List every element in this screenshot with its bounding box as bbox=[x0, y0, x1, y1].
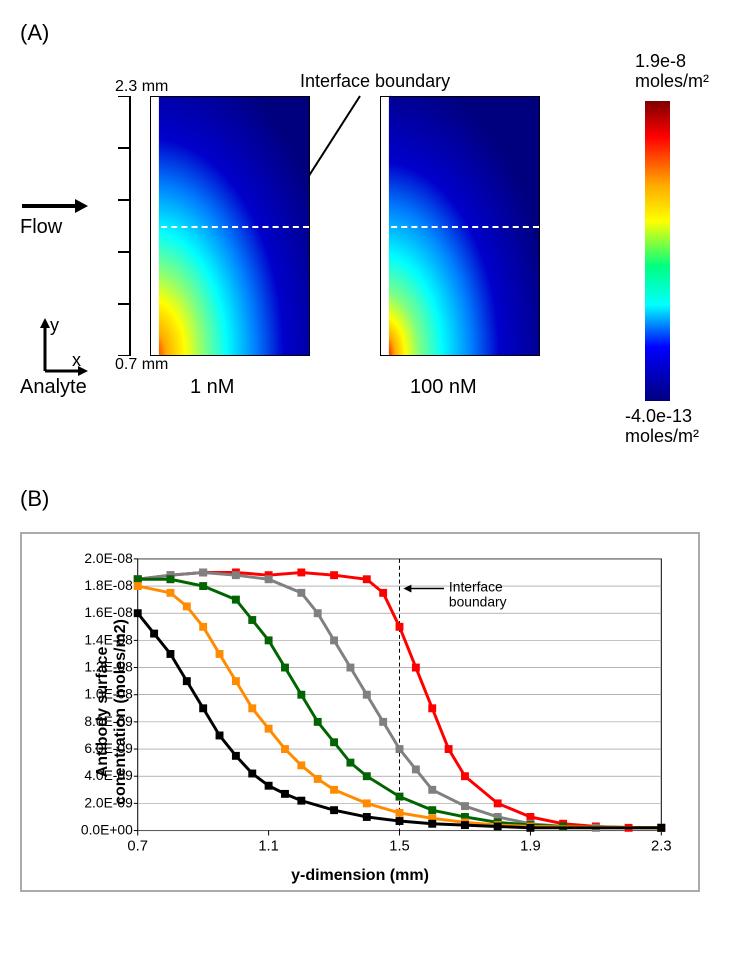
panel-a: Interface boundary Flow y x 2.3 mm 0.7 bbox=[20, 56, 730, 456]
svg-text:0.7: 0.7 bbox=[127, 838, 148, 854]
y-top-label: 2.3 mm bbox=[115, 78, 168, 96]
colorbar-bot-val: -4.0e-13 bbox=[625, 406, 692, 427]
svg-text:1.5: 1.5 bbox=[389, 838, 410, 854]
svg-text:Interface: Interface bbox=[449, 578, 503, 594]
colorbar-bot-unit: moles/m² bbox=[625, 426, 699, 447]
svg-text:x: x bbox=[72, 350, 81, 370]
x-axis-title: y-dimension (mm) bbox=[291, 867, 429, 885]
svg-text:2.0E-08: 2.0E-08 bbox=[84, 550, 133, 566]
panel-b: Antibody surface conentration (moles/m2)… bbox=[20, 532, 730, 892]
svg-text:0.0E+00: 0.0E+00 bbox=[81, 821, 133, 837]
svg-text:1.1: 1.1 bbox=[258, 838, 279, 854]
interface-boundary-label: Interface boundary bbox=[300, 71, 450, 92]
dashed-interface-2 bbox=[381, 226, 539, 228]
flow-arrow-icon bbox=[20, 196, 90, 216]
conc-1nm-label: 1 nM bbox=[190, 376, 234, 399]
panel-b-label: (B) bbox=[20, 486, 730, 512]
svg-text:2.3: 2.3 bbox=[651, 838, 672, 854]
svg-text:boundary: boundary bbox=[449, 593, 507, 609]
line-chart: Antibody surface conentration (moles/m2)… bbox=[20, 532, 700, 892]
heatmap-1nm bbox=[150, 96, 310, 356]
svg-text:y: y bbox=[50, 316, 59, 335]
colorbar: 1.9e-8 moles/m² -4.0e-13 moles/m² bbox=[645, 56, 670, 406]
dashed-interface-1 bbox=[151, 226, 309, 228]
heatmap-100nm bbox=[380, 96, 540, 356]
conc-100nm-label: 100 nM bbox=[410, 376, 477, 399]
y-bottom-label: 0.7 mm bbox=[115, 356, 168, 374]
colorbar-top-unit: moles/m² bbox=[635, 71, 709, 92]
svg-text:1.8E-08: 1.8E-08 bbox=[84, 577, 133, 593]
y-scale-bar bbox=[110, 96, 140, 356]
colorbar-top-val: 1.9e-8 bbox=[635, 51, 686, 72]
flow-label: Flow bbox=[20, 216, 62, 239]
chart-svg: 0.0E+002.0E-094.0E-096.0E-098.0E-091.0E-… bbox=[37, 549, 683, 875]
colorbar-gradient bbox=[645, 101, 670, 401]
analyte-label: Analyte bbox=[20, 376, 87, 399]
panel-a-label: (A) bbox=[20, 20, 730, 46]
svg-text:1.9: 1.9 bbox=[520, 838, 541, 854]
y-axis-title: Antibody surface conentration (moles/m2) bbox=[94, 612, 130, 812]
